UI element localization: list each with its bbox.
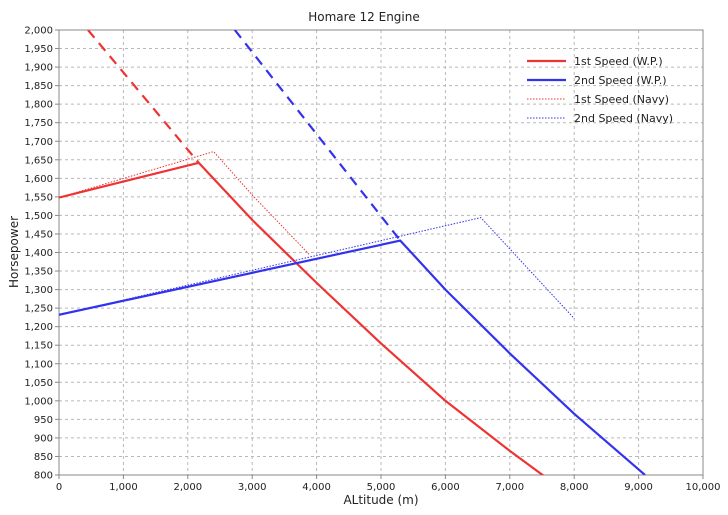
legend-label: 1st Speed (W.P.) [574, 55, 663, 68]
y-tick-label: 1,000 [24, 396, 53, 407]
y-tick-label: 1,200 [24, 322, 53, 333]
y-tick-label: 900 [34, 433, 53, 444]
x-tick-label: 0 [56, 482, 62, 493]
series-line [59, 217, 575, 319]
x-tick-label: 2,000 [173, 482, 202, 493]
x-axis-ticks: 0 1,000 2,000 3,000 4,000 5,000 6,000 7,000 8,00… [56, 475, 721, 493]
y-tick-label: 1,100 [24, 359, 53, 370]
y-tick-label: 1,800 [24, 100, 53, 111]
y-tick-label: 1,500 [24, 211, 53, 222]
series-line [87, 30, 200, 164]
y-tick-label: 1,650 [24, 155, 53, 166]
chart-title: Homare 12 Engine [308, 10, 420, 24]
y-tick-label: 1,300 [24, 285, 53, 296]
y-tick-label: 1,350 [24, 267, 53, 278]
y-tick-label: 950 [34, 415, 53, 426]
y-axis-title: Horsepower [7, 216, 21, 288]
y-tick-label: 1,050 [24, 378, 53, 389]
series-line [233, 30, 402, 242]
x-tick-label: 5,000 [367, 482, 396, 493]
x-tick-label: 4,000 [302, 482, 331, 493]
series-lines [59, 30, 646, 475]
y-tick-label: 1,850 [24, 81, 53, 92]
y-tick-label: 1,150 [24, 341, 53, 352]
y-tick-label: 1,400 [24, 248, 53, 259]
series-line [59, 161, 545, 475]
x-tick-label: 9,000 [624, 482, 653, 493]
series-line [59, 151, 311, 256]
y-tick-label: 2,000 [24, 26, 53, 37]
x-tick-label: 6,000 [431, 482, 460, 493]
legend-label: 2nd Speed (Navy) [574, 112, 673, 125]
grid-lines [59, 30, 703, 475]
y-tick-label: 800 [34, 471, 53, 482]
series-line [59, 239, 646, 475]
legend-label: 2nd Speed (W.P.) [574, 74, 667, 87]
x-tick-label: 7,000 [495, 482, 524, 493]
y-tick-label: 1,950 [24, 44, 53, 55]
y-tick-label: 1,450 [24, 229, 53, 240]
x-tick-label: 10,000 [686, 482, 721, 493]
y-tick-label: 1,250 [24, 304, 53, 315]
x-tick-label: 8,000 [560, 482, 589, 493]
y-tick-label: 1,750 [24, 118, 53, 129]
x-axis-title: ALtitude (m) [343, 493, 418, 507]
y-tick-label: 1,600 [24, 174, 53, 185]
y-tick-label: 850 [34, 452, 53, 463]
x-tick-label: 3,000 [238, 482, 267, 493]
y-tick-label: 1,700 [24, 137, 53, 148]
legend: 1st Speed (W.P.) 2nd Speed (W.P.) 1st Spee… [527, 55, 673, 125]
y-tick-label: 1,900 [24, 63, 53, 74]
x-tick-label: 1,000 [109, 482, 138, 493]
legend-label: 1st Speed (Navy) [574, 93, 669, 106]
y-axis-ticks: 800 850 900 950 1,000 1,050 1,100 1,150 1,200 1,2… [24, 26, 59, 482]
y-tick-label: 1,550 [24, 192, 53, 203]
